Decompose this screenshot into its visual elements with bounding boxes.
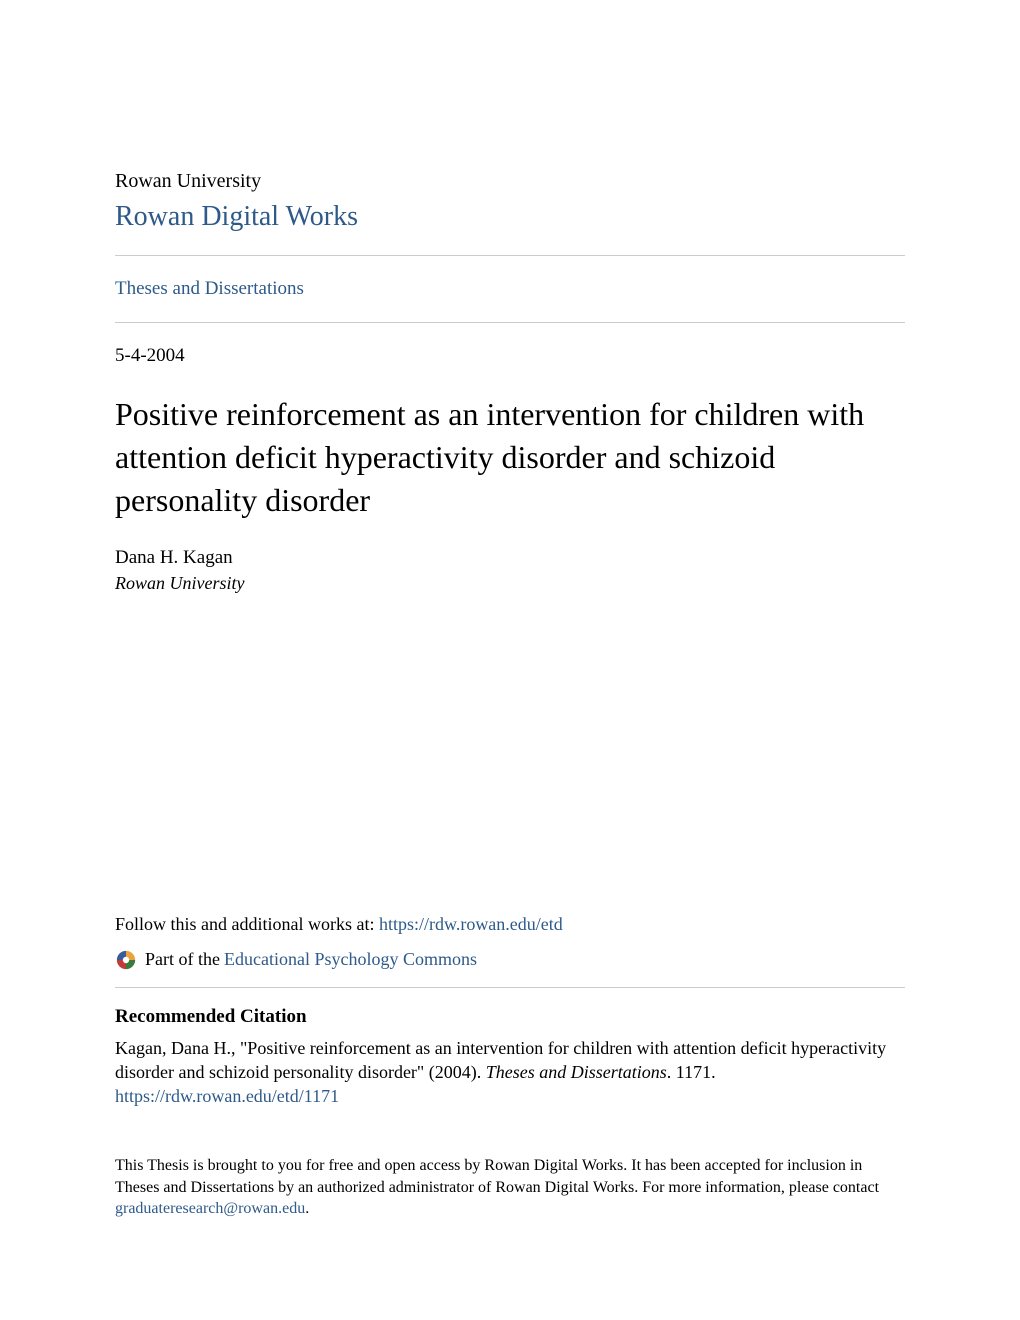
network-icon xyxy=(115,949,137,971)
document-title: Positive reinforcement as an interventio… xyxy=(115,393,905,523)
citation-url[interactable]: https://rdw.rowan.edu/etd/1171 xyxy=(115,1086,905,1107)
footer-text: This Thesis is brought to you for free a… xyxy=(115,1155,905,1220)
part-of-line: Part of the Educational Psychology Commo… xyxy=(115,949,905,971)
spacer xyxy=(115,594,905,914)
author-name: Dana H. Kagan xyxy=(115,547,905,569)
contact-email-link[interactable]: graduateresearch@rowan.edu xyxy=(115,1200,305,1217)
publication-date: 5-4-2004 xyxy=(115,323,905,367)
spacer-bottom xyxy=(115,1107,905,1155)
author-affiliation: Rowan University xyxy=(115,573,905,594)
follow-line: Follow this and additional works at: htt… xyxy=(115,914,905,935)
collection-link[interactable]: Theses and Dissertations xyxy=(115,256,905,322)
university-name: Rowan University xyxy=(115,170,905,193)
citation-heading: Recommended Citation xyxy=(115,1006,905,1028)
citation-after: . 1171. xyxy=(667,1062,716,1082)
part-of-prefix: Part of the xyxy=(145,949,220,970)
footer-before: This Thesis is brought to you for free a… xyxy=(115,1157,879,1196)
site-title: Rowan Digital Works xyxy=(115,201,905,233)
site-title-link[interactable]: Rowan Digital Works xyxy=(115,201,358,232)
divider-bottom xyxy=(115,987,905,988)
citation-italic: Theses and Dissertations xyxy=(486,1062,667,1082)
follow-link[interactable]: https://rdw.rowan.edu/etd xyxy=(379,914,563,934)
follow-prefix: Follow this and additional works at: xyxy=(115,914,379,934)
commons-link[interactable]: Educational Psychology Commons xyxy=(224,949,477,970)
citation-text: Kagan, Dana H., "Positive reinforcement … xyxy=(115,1036,905,1085)
footer-after: . xyxy=(305,1200,309,1217)
